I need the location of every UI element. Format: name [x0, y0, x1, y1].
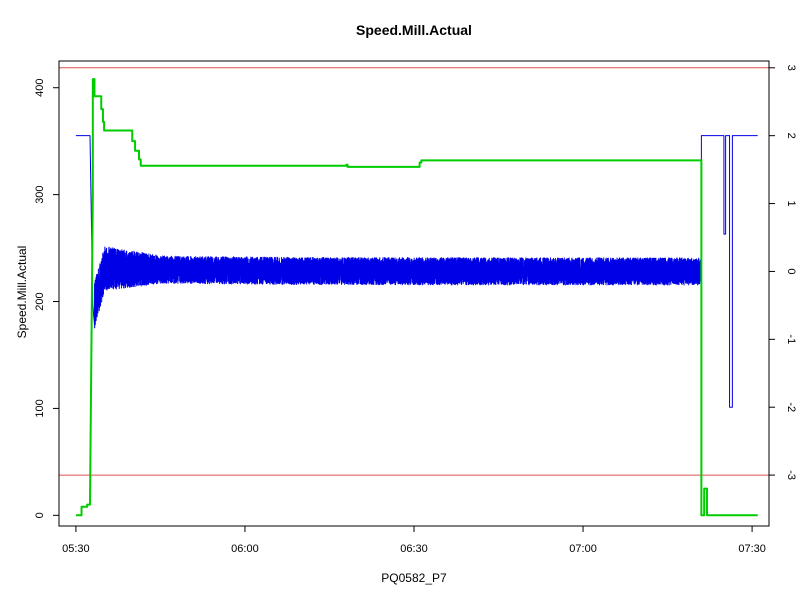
y-tick-label: 100 — [34, 399, 46, 417]
y-axis-right: -3 -2 -1 0 1 2 3 — [768, 65, 797, 480]
x-axis-label: PQ0582_P7 — [381, 571, 447, 585]
series-line-green — [75, 78, 758, 517]
y2-tick-label: -2 — [785, 402, 797, 412]
y-tick-label: 0 — [34, 512, 46, 518]
y-axis-left: 0 100 200 300 400 — [34, 79, 60, 518]
series-line-blue — [75, 135, 758, 408]
y2-tick-label: -1 — [785, 334, 797, 344]
y2-tick-label: 0 — [785, 268, 797, 274]
x-tick-label: 07:30 — [738, 543, 766, 555]
y2-tick-label: 3 — [785, 65, 797, 71]
y2-tick-label: 2 — [785, 133, 797, 139]
reference-lines — [59, 67, 769, 476]
y2-tick-label: -3 — [785, 470, 797, 480]
y-axis-label: Speed.Mill.Actual — [15, 246, 29, 339]
y-tick-label: 300 — [34, 185, 46, 203]
y-tick-label: 200 — [34, 292, 46, 310]
chart-title: Speed.Mill.Actual — [356, 22, 472, 38]
x-axis: 05:30 06:00 06:30 07:00 07:30 — [62, 525, 766, 555]
x-tick-label: 07:00 — [569, 543, 597, 555]
y2-tick-label: 1 — [785, 200, 797, 206]
x-tick-label: 06:00 — [231, 543, 259, 555]
x-tick-label: 05:30 — [62, 543, 90, 555]
series-layer — [75, 78, 758, 517]
x-tick-label: 06:30 — [400, 543, 428, 555]
y-tick-label: 400 — [34, 79, 46, 97]
